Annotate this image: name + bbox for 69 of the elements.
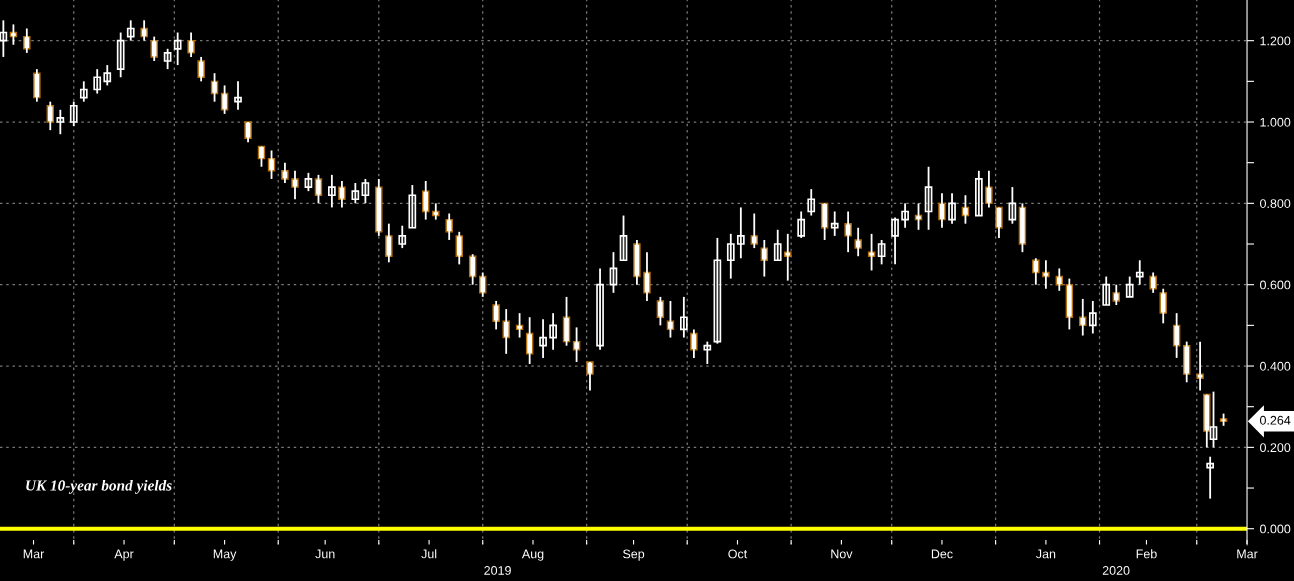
candlestick	[1206, 455, 1215, 500]
candlestick	[680, 295, 688, 339]
y-tick-label: 0.200	[1260, 443, 1291, 453]
candlestick	[713, 237, 722, 345]
y-tick-label: 0.400	[1260, 361, 1291, 371]
candlestick	[539, 318, 547, 359]
candlestick	[974, 169, 983, 217]
candlestick	[1125, 275, 1134, 298]
x-tick-label: Sep	[623, 549, 645, 561]
candlestick	[304, 171, 313, 193]
candlestick	[163, 47, 172, 71]
candlestick	[103, 64, 112, 87]
y-tick-label: 0.000	[1260, 524, 1291, 534]
candlestick	[398, 224, 407, 249]
candlestick	[891, 216, 899, 266]
annotation: 0.264	[1259, 415, 1291, 425]
candlestick	[351, 182, 360, 205]
candlestick	[807, 188, 816, 217]
candlestick	[877, 239, 886, 266]
candlestick	[361, 178, 370, 205]
candlestick	[1196, 340, 1204, 392]
y-tick-label: 0.600	[1260, 280, 1291, 290]
candlestick	[867, 232, 876, 272]
candlestick	[328, 173, 336, 209]
candlestick	[0, 19, 8, 58]
candlestick	[619, 214, 628, 262]
x-tick-label: Jul	[421, 549, 437, 559]
y-tick-label: 1.200	[1260, 36, 1291, 46]
candlestick	[234, 80, 242, 111]
x-tick-label: Oct	[728, 549, 748, 559]
x-tick-label: May	[213, 549, 237, 561]
candlestick	[703, 340, 712, 365]
candlestick	[726, 232, 735, 280]
x-tick-label: Mar	[23, 549, 45, 559]
x-tick-label: Jan	[1036, 549, 1056, 559]
text: 2020	[1102, 566, 1130, 575]
text: 2019	[484, 566, 511, 575]
candlestick	[1102, 275, 1111, 306]
candlestick	[830, 210, 839, 237]
candlestick	[773, 228, 782, 262]
candlestick	[736, 206, 745, 260]
y-tick-label: 0.800	[1260, 199, 1291, 208]
candlestick	[79, 80, 88, 103]
annotation: UK 10-year bond yields	[26, 479, 172, 494]
candlestick	[69, 100, 78, 127]
candlestick	[549, 312, 557, 351]
x-tick-label: Mar	[1237, 549, 1258, 559]
candlestick	[948, 192, 956, 225]
candlestick	[1008, 186, 1017, 225]
candlestick	[93, 68, 102, 95]
candlestick	[1135, 259, 1144, 286]
candlestick	[56, 108, 65, 136]
candlestick	[924, 165, 933, 231]
x-tick-label: Dec	[931, 549, 953, 559]
candlestick	[797, 210, 806, 239]
candlestick	[116, 31, 125, 79]
candlestick	[609, 251, 618, 294]
candlestick	[901, 202, 909, 229]
candlestick	[408, 184, 417, 229]
x-tick-label: Nov	[831, 549, 853, 559]
x-tick-label: Aug	[521, 549, 544, 561]
candlestick	[1088, 300, 1097, 335]
candlestick	[126, 19, 135, 42]
candlestick	[173, 31, 182, 66]
x-tick-label: Apr	[114, 549, 134, 561]
y-tick-label: 1.000	[1260, 117, 1291, 127]
x-tick-label: Feb	[1136, 549, 1157, 559]
candlestick	[596, 267, 604, 351]
x-tick-label: Jun	[315, 549, 335, 559]
